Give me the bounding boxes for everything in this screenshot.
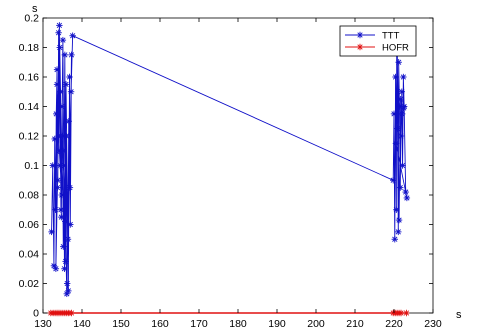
data-point-ttt [397,95,404,103]
y-tick-label: 0.14 [19,101,40,113]
data-point-hofr [397,309,405,317]
data-point-ttt [68,51,75,59]
x-tick-label: 140 [73,318,91,330]
data-point-ttt [392,73,399,81]
data-point-ttt [61,265,68,272]
data-point-ttt [63,280,71,287]
data-point-ttt [58,191,65,199]
data-point-ttt [403,194,411,202]
data-point-ttt [60,147,67,154]
legend-marker-ttt [356,31,364,39]
data-point-ttt [390,177,397,184]
data-point-ttt [391,236,398,243]
data-point-ttt [51,135,58,143]
y-tick-label: 0.08 [19,190,40,202]
x-tick-label: 170 [190,318,208,330]
data-point-ttt [397,184,404,191]
y-tick-label: 0.18 [19,42,40,54]
data-point-hofr [68,309,75,317]
data-point-ttt [52,265,60,272]
x-tick-label: 200 [307,318,325,330]
data-point-ttt [395,216,403,224]
data-point-ttt [393,206,400,213]
ticks-layer: 130 140 150 160 170 180 190 200 210 220 230 0 0.02 0.… [19,13,442,331]
x-tick-label: 180 [229,318,247,330]
x-tick-label: 210 [346,318,364,330]
data-point-ttt [63,290,70,298]
x-tick-label: 160 [151,318,169,330]
data-point-ttt [64,236,72,243]
data-point-ttt [58,103,66,110]
y-tick-label: 0.02 [19,278,40,290]
data-point-ttt [397,132,405,140]
data-point-ttt [57,206,65,213]
data-point-ttt [395,59,402,66]
data-point-ttt [60,243,67,250]
x-tick-label: 190 [268,318,286,330]
data-point-ttt [58,213,65,221]
y-tick-label: 0.12 [19,131,40,143]
data-point-ttt [54,184,61,191]
y-axis-label: s [32,3,38,15]
data-point-ttt [67,88,75,95]
y-tick-label: 0.04 [19,249,40,261]
data-point-ttt [399,162,406,169]
x-axis-label: s [456,309,462,321]
data-point-ttt [400,73,407,81]
legend-label-hofr: HOFR [382,43,409,54]
data-point-ttt [55,29,62,36]
data-point-ttt [394,125,401,132]
data-point-ttt [66,184,74,191]
data-point-ttt [56,22,63,29]
data-point-ttt [390,110,398,118]
data-point-ttt [395,228,402,236]
data-point-ttt [53,81,61,88]
y-tick-label: 0 [33,308,39,320]
data-point-ttt [49,162,56,169]
data-point-ttt [400,104,407,112]
data-point-ttt [62,81,70,88]
legend-box [339,25,417,57]
data-point-ttt [63,132,70,140]
x-tick-label: 220 [385,318,403,330]
legend-marker-hofr [356,43,364,51]
data-point-hofr [403,309,410,317]
data-point-ttt [392,140,400,147]
data-point-ttt [62,218,69,225]
data-point-ttt [54,177,62,184]
x-tick-label: 130 [34,318,52,330]
data-point-ttt [65,118,72,125]
data-point-ttt [53,110,60,118]
data-point-ttt [62,258,69,265]
legend-label-ttt: TTT [382,31,400,42]
data-point-ttt [398,110,406,118]
data-point-ttt [55,132,62,140]
plot-area [42,17,434,314]
x-tick-label: 150 [112,318,130,330]
data-point-ttt [67,221,74,228]
data-point-ttt [61,51,69,59]
data-point-ttt [56,44,63,51]
data-point-ttt [398,88,405,95]
y-tick-label: 0.2 [24,13,39,25]
y-tick-label: 0.1 [24,160,39,172]
data-point-ttt [52,206,59,213]
y-tick-label: 0.06 [19,219,40,231]
y-tick-label: 0.16 [19,72,40,84]
x-tick-label: 230 [424,318,442,330]
data-point-ttt [48,228,55,236]
data-point-ttt [57,88,64,95]
data-point-ttt [66,73,73,81]
data-point-ttt [69,32,76,39]
data-point-ttt [59,36,67,44]
data-point-ttt [53,66,61,73]
data-point-ttt [402,188,409,196]
data-point-ttt [56,162,64,169]
